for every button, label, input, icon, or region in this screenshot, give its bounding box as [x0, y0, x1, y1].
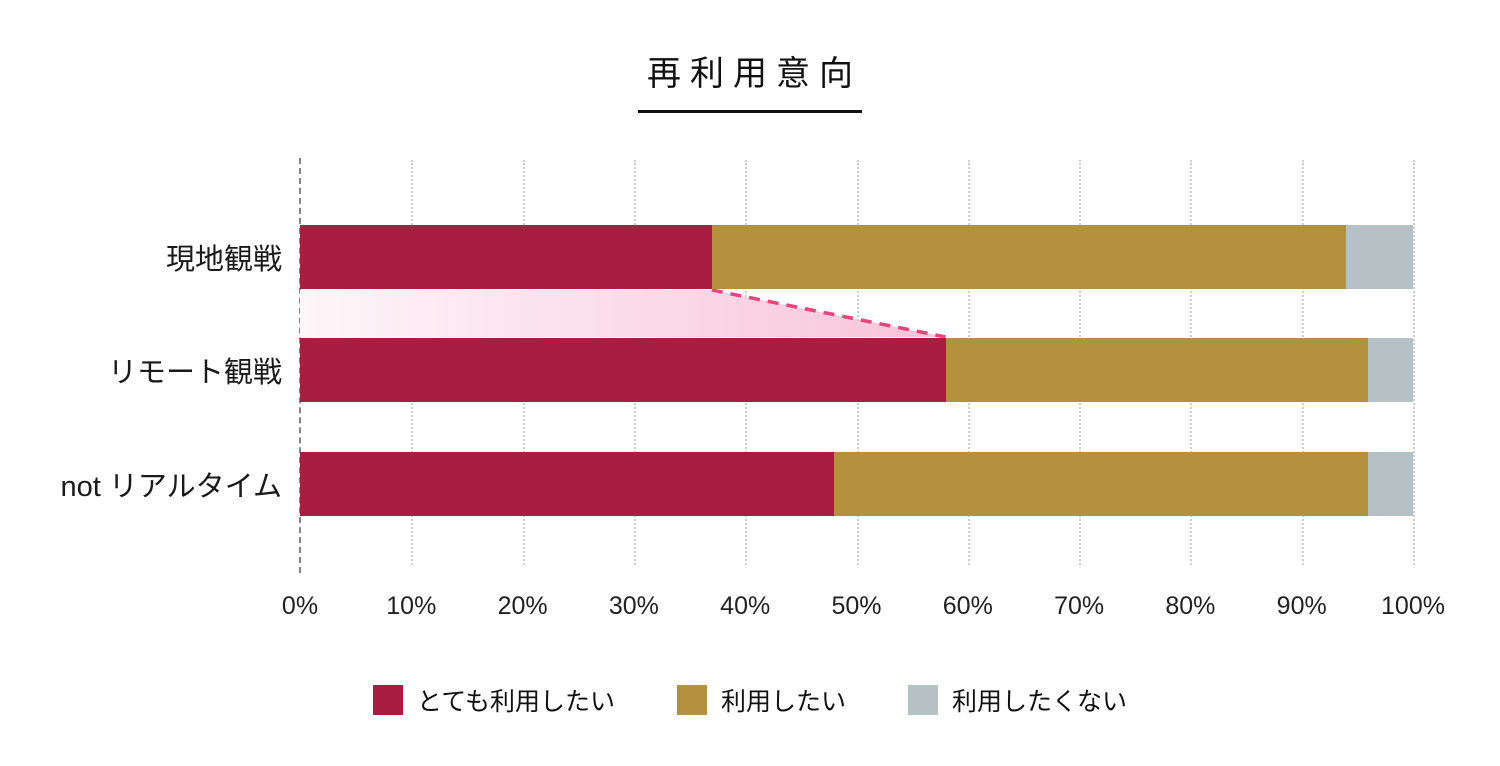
gridline-100%: [1413, 160, 1415, 565]
bar-segment: [1368, 452, 1413, 516]
plot-area: 0% 10% 20% 30% 40% 50% 60% 70% 80% 90% 100%: [282, 158, 1445, 620]
increase-dashed-line: [711, 288, 946, 339]
x-axis-label: 0%: [281, 592, 319, 620]
x-axis-label: 10%: [386, 592, 437, 620]
bar-segment: [834, 452, 1369, 516]
bar-segment: [1346, 225, 1413, 289]
x-axis-label: 70%: [1054, 592, 1105, 620]
legend: とても利用したい 利用したい 利用したくない: [0, 682, 1500, 718]
bar-segment: [945, 338, 1369, 402]
x-axis-label: 60%: [942, 592, 993, 620]
bar-row-2: [300, 338, 1413, 402]
increase-band: [300, 290, 946, 337]
bar-segment: [300, 225, 712, 289]
x-axis-label: 50%: [831, 592, 882, 620]
legend-item: 利用したくない: [908, 682, 1127, 718]
category-label: 現地観戦: [165, 244, 282, 276]
bar-segment: [300, 338, 946, 402]
title-wrap: 再利用意向: [0, 46, 1500, 113]
legend-swatch: [372, 685, 403, 715]
legend-swatch: [676, 685, 707, 715]
chart-title: 再利用意向: [638, 46, 862, 113]
legend-item: とても利用したい: [372, 682, 615, 718]
x-axis-label: 90%: [1276, 592, 1327, 620]
bar-segment: [1368, 338, 1413, 402]
increase-annotation: [300, 288, 946, 339]
legend-label: 利用したい: [720, 688, 846, 716]
category-label: not リアルタイム: [60, 471, 282, 503]
x-axis-label: 100%: [1381, 592, 1445, 620]
legend-label: とても利用したい: [416, 688, 615, 716]
category-label: リモート観戦: [107, 357, 282, 389]
x-axis-label: 30%: [608, 592, 659, 620]
x-axis-label: 20%: [497, 592, 548, 620]
bar-segment: [300, 452, 835, 516]
bar-row-1: [300, 225, 1413, 289]
bar-segment: [711, 225, 1347, 289]
bar-row-3: [300, 452, 1413, 516]
x-axis-label: 80%: [1165, 592, 1216, 620]
legend-label: 利用したくない: [952, 688, 1128, 716]
legend-item: 利用したい: [676, 682, 846, 718]
legend-swatch: [908, 685, 938, 715]
x-axis-label: 40%: [720, 592, 771, 620]
